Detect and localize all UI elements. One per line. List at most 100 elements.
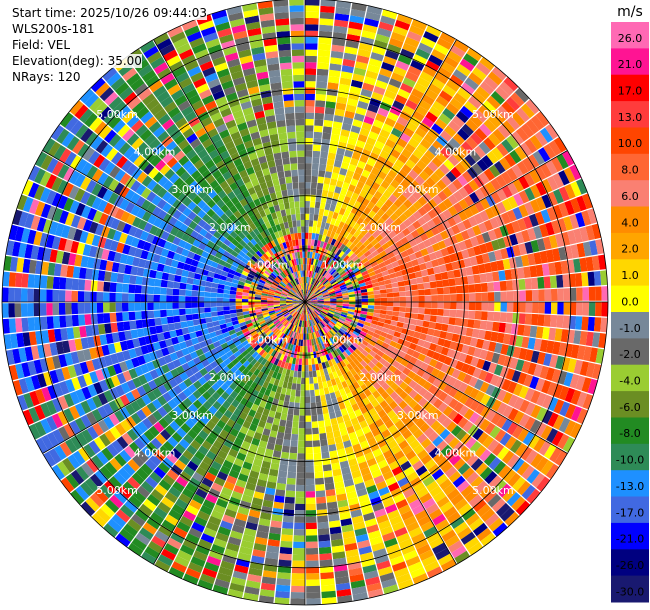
velocity-bin (411, 504, 425, 516)
velocity-bin (366, 311, 374, 317)
velocity-bin (347, 497, 359, 506)
velocity-bin (496, 105, 511, 120)
velocity-bin (563, 288, 571, 301)
velocity-bin (530, 115, 545, 131)
velocity-bin (383, 55, 397, 66)
velocity-bin (121, 159, 133, 173)
velocity-bin (178, 438, 190, 450)
velocity-bin (362, 82, 375, 92)
velocity-bin (376, 257, 384, 265)
velocity-bin (317, 356, 322, 364)
velocity-bin (471, 265, 480, 275)
velocity-bin (283, 311, 290, 316)
velocity-bin (354, 348, 362, 356)
velocity-bin (327, 501, 338, 510)
velocity-bin (406, 184, 417, 195)
velocity-bin (373, 548, 387, 558)
velocity-bin (306, 308, 309, 315)
velocity-bin (437, 212, 447, 223)
velocity-bin (372, 381, 381, 390)
velocity-bin (353, 476, 364, 485)
velocity-bin (166, 302, 173, 310)
velocity-bin (21, 317, 29, 332)
velocity-bin (140, 250, 149, 260)
velocity-bin (193, 224, 203, 234)
velocity-bin (344, 175, 352, 184)
velocity-bin (412, 573, 429, 585)
velocity-bin (305, 207, 310, 214)
velocity-bin (246, 261, 254, 268)
velocity-bin (550, 302, 558, 315)
velocity-bin (537, 147, 551, 163)
velocity-bin (284, 286, 291, 291)
velocity-bin (313, 332, 317, 339)
velocity-bin (75, 466, 90, 481)
velocity-bin (293, 541, 305, 549)
velocity-bin (381, 9, 398, 20)
velocity-bin (267, 294, 275, 298)
velocity-bin (431, 468, 444, 481)
velocity-bin (338, 317, 346, 322)
velocity-bin (316, 496, 327, 504)
velocity-bin (279, 419, 287, 427)
velocity-bin (30, 245, 40, 260)
velocity-bin (255, 271, 263, 277)
velocity-bin (316, 337, 321, 344)
velocity-bin (46, 316, 54, 330)
velocity-bin (61, 251, 71, 265)
velocity-bin (138, 258, 147, 268)
velocity-bin (417, 377, 427, 387)
velocity-bin (403, 255, 411, 264)
velocity-bin (226, 433, 237, 443)
velocity-bin (80, 255, 89, 268)
velocity-bin (242, 406, 251, 415)
velocity-bin (383, 274, 391, 281)
velocity-bin (339, 228, 346, 237)
velocity-bin (179, 308, 186, 316)
velocity-bin (387, 482, 400, 492)
velocity-bin (253, 491, 265, 500)
velocity-bin (391, 72, 405, 83)
velocity-bin (297, 371, 302, 378)
velocity-bin (311, 299, 318, 301)
velocity-bin (430, 308, 438, 316)
velocity-bin (287, 465, 297, 473)
velocity-bin (544, 302, 552, 314)
velocity-bin (449, 253, 458, 263)
velocity-bin (318, 363, 323, 370)
velocity-bin (242, 311, 250, 316)
velocity-bin (154, 484, 168, 497)
velocity-bin (345, 257, 352, 264)
velocity-bin (380, 180, 390, 190)
velocity-bin (347, 27, 362, 37)
velocity-bin (214, 410, 224, 420)
velocity-bin (467, 275, 475, 285)
velocity-bin (297, 313, 301, 320)
velocity-bin (291, 579, 305, 587)
velocity-bin (149, 471, 162, 484)
velocity-bin (317, 56, 330, 64)
velocity-bin (138, 159, 150, 171)
velocity-bin (40, 275, 48, 289)
velocity-bin (78, 314, 86, 326)
velocity-bin (434, 250, 443, 259)
velocity-bin (405, 261, 413, 269)
velocity-bin (372, 365, 381, 374)
velocity-bin (148, 278, 156, 287)
velocity-bin (104, 430, 116, 443)
velocity-bin (27, 229, 37, 245)
velocity-bin (86, 336, 96, 348)
velocity-bin (245, 370, 254, 379)
velocity-bin (475, 462, 488, 476)
velocity-bin (223, 439, 234, 449)
velocity-bin (395, 434, 406, 445)
velocity-bin (487, 71, 503, 86)
velocity-bin (158, 340, 167, 349)
velocity-bin (423, 526, 438, 538)
velocity-bin (326, 286, 334, 291)
velocity-bin (268, 322, 275, 328)
velocity-bin (229, 290, 237, 295)
velocity-bin (377, 170, 387, 180)
velocity-bin (459, 105, 474, 119)
velocity-bin (110, 322, 118, 333)
